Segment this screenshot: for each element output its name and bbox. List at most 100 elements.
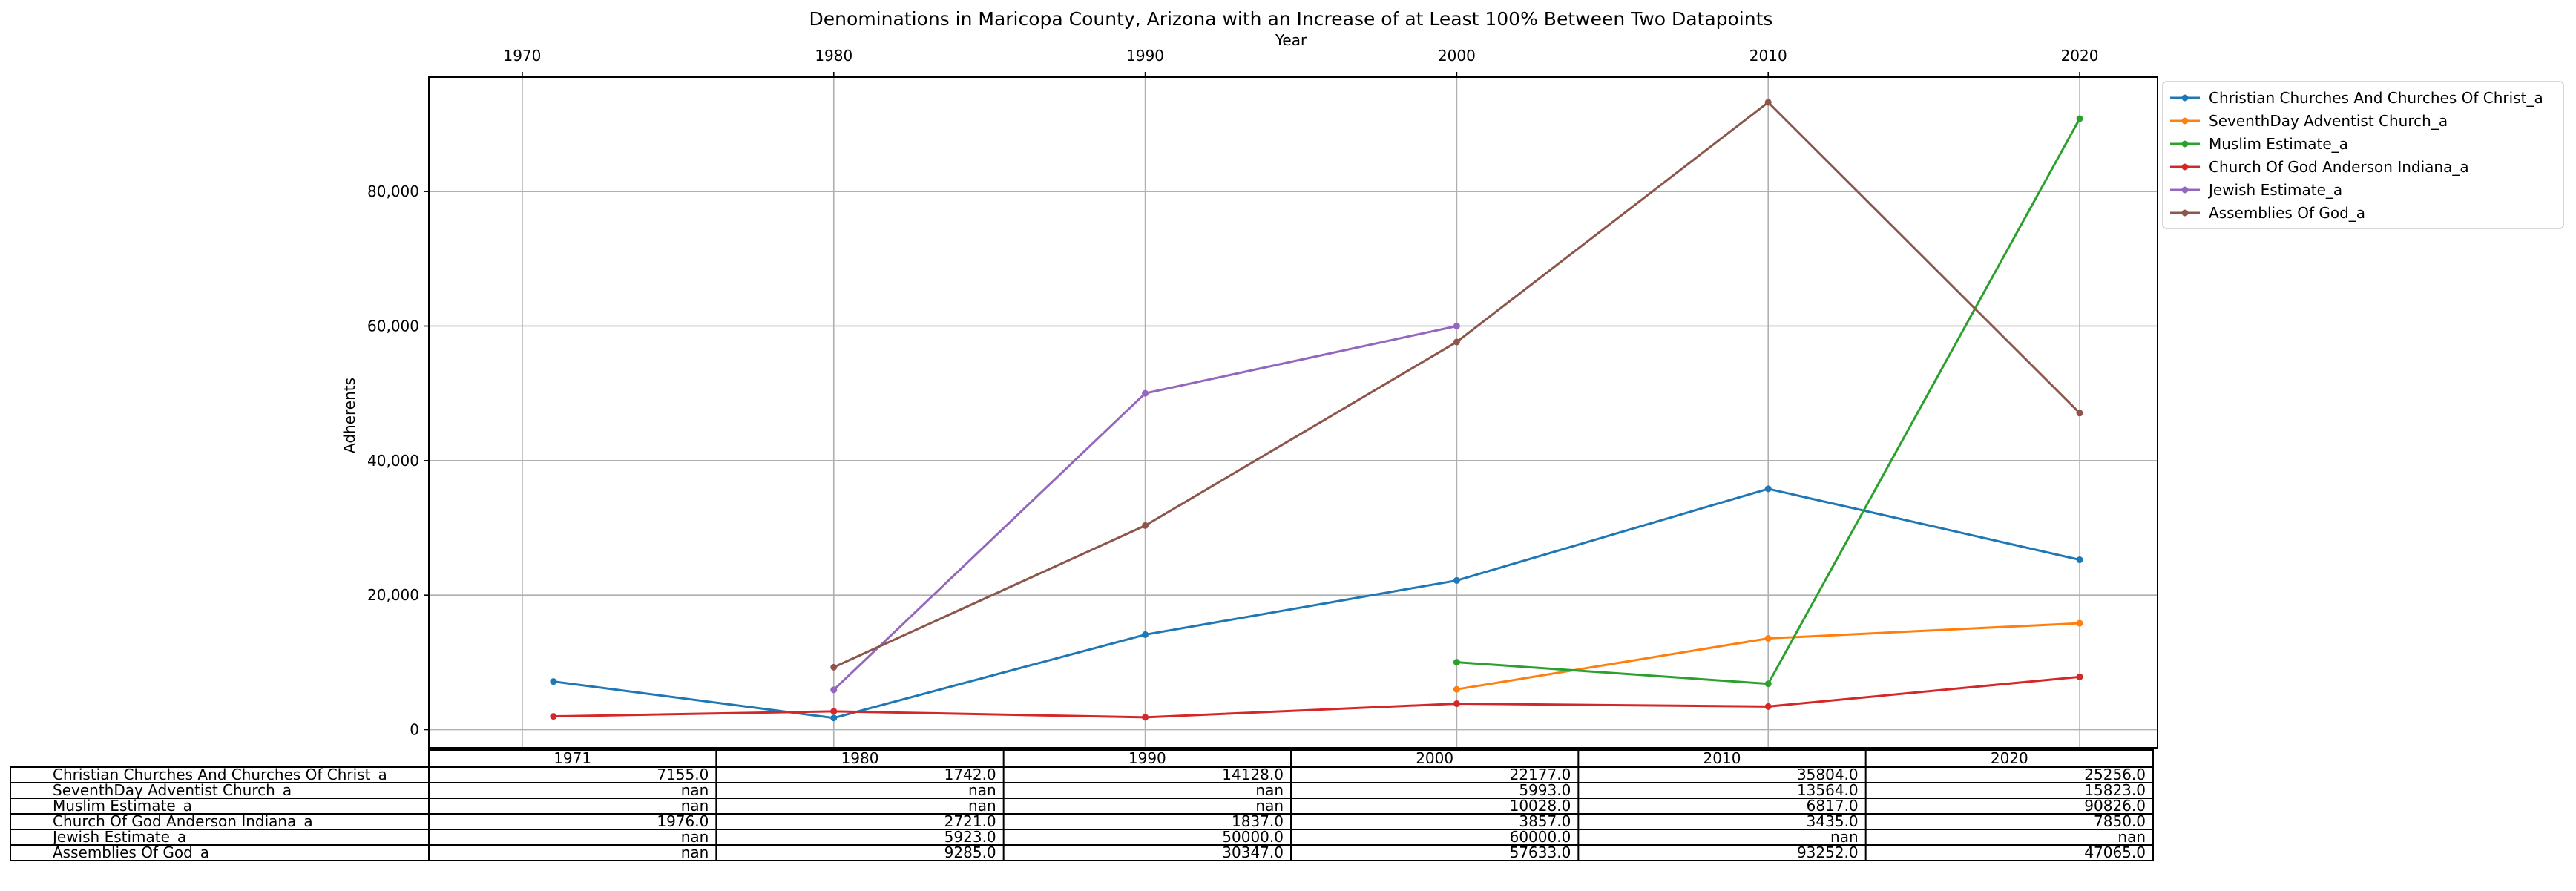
data-point: [1142, 389, 1149, 397]
data-point: [1453, 700, 1460, 708]
y-tick-label: 0: [410, 721, 419, 739]
table-cell: 90826.0: [2084, 797, 2146, 815]
y-tick-label: 80,000: [367, 183, 419, 200]
legend: Christian Churches And Churches Of Chris…: [2162, 81, 2564, 229]
table-cell: nan: [1255, 797, 1284, 815]
table-cell: 60000.0: [1510, 828, 1571, 846]
table-col-header: 1980: [841, 749, 879, 767]
y-axis-label: Adherents: [341, 378, 358, 453]
data-point: [830, 686, 838, 694]
x-tick-label: 2000: [1438, 47, 1476, 65]
table-col-header: 2010: [1703, 749, 1741, 767]
data-point: [1764, 485, 1772, 493]
data-point: [2076, 619, 2083, 627]
data-point: [1453, 338, 1460, 346]
table-cell: nan: [2117, 828, 2146, 846]
table-cell: 6817.0: [1807, 797, 1859, 815]
series-line: [553, 487, 2080, 720]
data-point: [1764, 680, 1772, 688]
y-tick-label: 60,000: [367, 317, 419, 335]
series-5: [830, 99, 2083, 671]
series-1: [1453, 619, 2083, 693]
x-ticks: 1970 1980 1990 2000 2010 2020: [503, 47, 2098, 77]
table-col-header: 2020: [1991, 749, 2028, 767]
table-cell: 22177.0: [1510, 766, 1571, 783]
table-cell: 3435.0: [1807, 812, 1859, 830]
series-line: [553, 675, 2080, 719]
table-cell: 14128.0: [1222, 766, 1284, 783]
table-cell: 7850.0: [2094, 812, 2146, 830]
table-row: [10, 844, 2154, 861]
data-point: [1453, 659, 1460, 666]
data-point: [1142, 714, 1149, 721]
legend-entry: Church Of God Anderson Indiana_a: [2209, 158, 2469, 176]
x-tick-label: 1970: [503, 47, 541, 65]
legend-marker: [2181, 140, 2189, 148]
table-cell: 7155.0: [657, 766, 709, 783]
legend-marker: [2181, 209, 2189, 217]
data-point: [2076, 410, 2083, 417]
data-point: [1764, 635, 1772, 642]
table-cell: nan: [1830, 828, 1859, 846]
plot-frame: [428, 76, 2158, 749]
legend-entry: Assemblies Of God_a: [2209, 204, 2365, 222]
series-0: [550, 485, 2083, 722]
data-point: [1764, 99, 1772, 106]
table-cell: nan: [681, 844, 709, 861]
table-cell: 15823.0: [2084, 781, 2146, 799]
table-cell: 10028.0: [1510, 797, 1571, 815]
data-point: [1764, 703, 1772, 710]
legend-entry: Christian Churches And Churches Of Chris…: [2209, 89, 2543, 107]
table-cell: 1837.0: [1232, 812, 1284, 830]
table-cell: 35804.0: [1797, 766, 1859, 783]
table-cell: 1976.0: [657, 812, 709, 830]
grid: [429, 77, 2158, 748]
series-lines: [550, 99, 2083, 722]
table-cell: nan: [968, 797, 996, 815]
y-tick-label: 20,000: [367, 586, 419, 604]
table-row-label: Jewish Estimate_a: [51, 828, 186, 846]
series-4: [830, 322, 1460, 694]
x-tick-label: 2020: [2061, 47, 2099, 65]
chart-title: Denominations in Maricopa County, Arizon…: [809, 8, 1773, 30]
data-point: [1142, 631, 1149, 638]
data-point: [830, 663, 838, 671]
legend-marker: [2181, 117, 2189, 125]
y-ticks: 0 20,000 40,000 60,000 80,000: [367, 183, 429, 739]
x-tick-label: 1990: [1126, 47, 1164, 65]
table-col-header: 2000: [1416, 749, 1453, 767]
table-cell: 93252.0: [1797, 844, 1859, 861]
table-row-label: SeventhDay Adventist Church_a: [53, 781, 292, 799]
data-point: [1453, 576, 1460, 584]
series-2: [1453, 115, 2083, 688]
table-row-label: Christian Churches And Churches Of Chris…: [53, 766, 387, 783]
table-cell: nan: [681, 797, 709, 815]
y-tick-label: 40,000: [367, 452, 419, 470]
x-tick-label: 2010: [1749, 47, 1787, 65]
data-point: [550, 678, 557, 685]
legend-entry: SeventhDay Adventist Church_a: [2209, 112, 2448, 130]
data-point: [2076, 115, 2083, 122]
data-point: [830, 708, 838, 715]
data-point: [2076, 556, 2083, 564]
table-cell: 1742.0: [944, 766, 996, 783]
table-cell: 47065.0: [2084, 844, 2146, 861]
table-cell: 9285.0: [944, 844, 996, 861]
table-cell: 25256.0: [2084, 766, 2146, 783]
table-cell: nan: [681, 781, 709, 799]
data-point: [1453, 322, 1460, 329]
table-row-label: Muslim Estimate_a: [53, 797, 192, 815]
legend-entry: Jewish Estimate_a: [2207, 181, 2342, 199]
table-row-label: Assemblies Of God_a: [53, 844, 209, 861]
legend-entry: Muslim Estimate_a: [2209, 135, 2348, 153]
legend-box: [2162, 81, 2564, 229]
series-3: [550, 673, 2083, 721]
table-col-header: 1971: [553, 749, 591, 767]
table-cell: 13564.0: [1797, 781, 1859, 799]
x-axis-label: Year: [1275, 31, 1307, 49]
data-point: [1453, 685, 1460, 693]
data-point: [550, 713, 557, 720]
table-cell: 3857.0: [1519, 812, 1571, 830]
table-cell: 5923.0: [944, 828, 996, 846]
